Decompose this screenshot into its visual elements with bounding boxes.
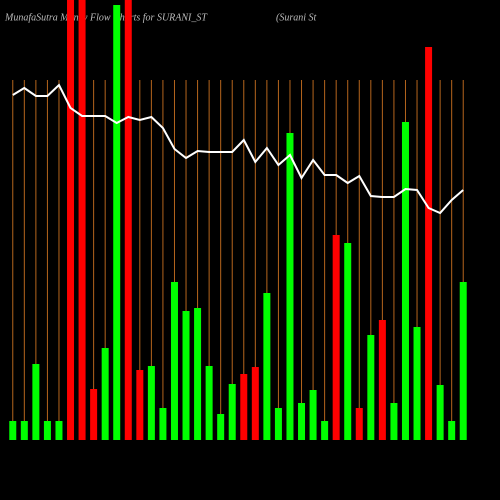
- bar: [101, 348, 109, 440]
- bar: [425, 47, 433, 440]
- bar: [367, 335, 375, 440]
- bar: [390, 403, 398, 440]
- bar: [286, 133, 294, 440]
- bar: [90, 389, 98, 440]
- bar: [448, 421, 456, 440]
- bar: [32, 364, 40, 440]
- bar: [170, 282, 178, 440]
- bar: [217, 414, 225, 440]
- bar: [321, 421, 329, 440]
- money-flow-line: [12, 83, 464, 215]
- bar: [228, 384, 236, 440]
- bar: [43, 421, 51, 440]
- bar: [332, 235, 340, 440]
- bar: [263, 293, 271, 440]
- bar: [344, 243, 352, 440]
- bar: [436, 385, 444, 440]
- bar: [147, 366, 155, 440]
- bar: [274, 408, 282, 440]
- bar: [413, 327, 421, 440]
- bar: [113, 5, 121, 440]
- bar: [378, 320, 386, 440]
- bar: [20, 421, 28, 440]
- bar: [298, 403, 306, 440]
- bar: [67, 0, 75, 440]
- bar: [182, 311, 190, 440]
- bar: [309, 390, 317, 440]
- chart-title: MunafaSutra Money Flow Charts for SURANI…: [4, 12, 208, 23]
- bar: [194, 308, 202, 440]
- bar: [136, 370, 144, 440]
- bar: [240, 374, 248, 440]
- bar: [78, 0, 86, 440]
- bar: [401, 122, 409, 440]
- bar: [205, 366, 213, 440]
- bar: [159, 408, 167, 440]
- chart-subtitle: (Surani St: [276, 12, 317, 23]
- bar: [124, 0, 132, 440]
- bar: [251, 367, 259, 440]
- bar: [355, 408, 363, 440]
- bar: [9, 421, 17, 440]
- bar: [55, 421, 63, 440]
- bar: [459, 282, 467, 440]
